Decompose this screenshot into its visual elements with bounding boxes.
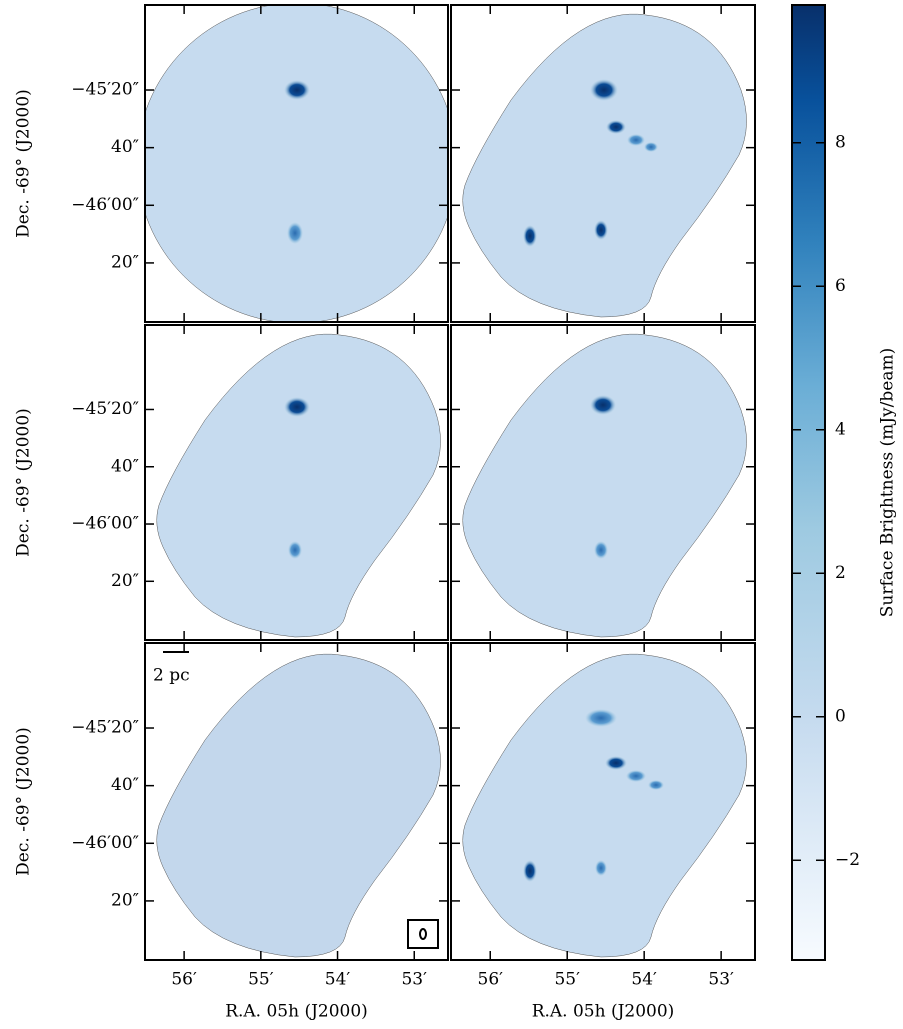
image bbox=[462, 653, 747, 958]
image bbox=[156, 333, 441, 638]
footprint bbox=[156, 653, 441, 958]
x-tick-label: 53′ bbox=[401, 970, 427, 990]
source bbox=[284, 80, 310, 100]
footprint bbox=[462, 333, 747, 638]
colorbar-tick-label: 6 bbox=[835, 276, 846, 296]
x-tick-label: 54′ bbox=[325, 970, 351, 990]
source bbox=[595, 860, 607, 876]
panel-frame bbox=[144, 324, 449, 641]
beam bbox=[419, 928, 427, 940]
source bbox=[523, 860, 537, 882]
source bbox=[287, 222, 303, 244]
y-tick-label: −45′20″ bbox=[71, 80, 139, 100]
source bbox=[627, 134, 645, 146]
source bbox=[594, 220, 608, 240]
source bbox=[590, 395, 616, 415]
y-axis-label: Dec. -69° (J2000) bbox=[14, 89, 34, 238]
footprint bbox=[145, 5, 448, 322]
source bbox=[523, 225, 537, 247]
y-tick-label: 20″ bbox=[111, 571, 139, 591]
source bbox=[644, 142, 658, 152]
y-tick-label: −46′00″ bbox=[71, 833, 139, 853]
beam-box bbox=[407, 919, 439, 949]
footprint bbox=[462, 653, 747, 958]
panel-frame bbox=[144, 4, 449, 323]
x-axis-label: R.A. 05h (J2000) bbox=[532, 1002, 675, 1022]
colorbar bbox=[791, 4, 826, 961]
source bbox=[284, 397, 310, 417]
footprint bbox=[156, 333, 441, 638]
panel bbox=[450, 324, 756, 641]
panel bbox=[144, 324, 449, 641]
y-tick-label: 20″ bbox=[111, 890, 139, 910]
y-axis-label: Dec. -69° (J2000) bbox=[14, 727, 34, 876]
panel-frame bbox=[450, 642, 756, 961]
panel-frame bbox=[450, 4, 756, 323]
x-tick-label: 55′ bbox=[248, 970, 274, 990]
image bbox=[156, 653, 441, 958]
panel bbox=[144, 642, 449, 961]
panel-frame bbox=[144, 642, 449, 961]
source bbox=[606, 120, 626, 134]
source bbox=[626, 770, 646, 782]
x-tick-label: 54′ bbox=[631, 970, 657, 990]
y-tick-label: −45′20″ bbox=[71, 718, 139, 738]
x-tick-label: 53′ bbox=[708, 970, 734, 990]
panel-frame bbox=[450, 324, 756, 641]
panel bbox=[144, 4, 449, 323]
x-tick-label: 56′ bbox=[171, 970, 197, 990]
footprint bbox=[462, 13, 747, 318]
y-tick-label: 40″ bbox=[111, 137, 139, 157]
image bbox=[462, 13, 747, 318]
y-tick-label: 40″ bbox=[111, 456, 139, 476]
image bbox=[462, 333, 747, 638]
annotation: 2 pc bbox=[153, 666, 190, 686]
source bbox=[585, 709, 617, 727]
source bbox=[605, 756, 627, 770]
y-axis-label: Dec. -69° (J2000) bbox=[14, 408, 34, 557]
x-tick-label: 56′ bbox=[478, 970, 504, 990]
image bbox=[145, 5, 448, 322]
colorbar-tick-label: −2 bbox=[835, 850, 860, 870]
colorbar-label: Surface Brightness (mJy/beam) bbox=[878, 348, 898, 617]
source bbox=[590, 79, 618, 101]
colorbar-tick-label: 0 bbox=[835, 706, 846, 726]
source bbox=[648, 780, 664, 790]
panel bbox=[450, 642, 756, 961]
y-tick-label: −46′00″ bbox=[71, 514, 139, 534]
colorbar-tick-label: 2 bbox=[835, 563, 846, 583]
source bbox=[288, 541, 302, 559]
x-axis-label: R.A. 05h (J2000) bbox=[225, 1002, 368, 1022]
y-tick-label: −45′20″ bbox=[71, 399, 139, 419]
panel bbox=[450, 4, 756, 323]
y-tick-label: 20″ bbox=[111, 252, 139, 272]
colorbar-tick-label: 8 bbox=[835, 132, 846, 152]
x-tick-label: 55′ bbox=[554, 970, 580, 990]
y-tick-label: −46′00″ bbox=[71, 195, 139, 215]
colorbar-tick-label: 4 bbox=[835, 419, 846, 439]
y-tick-label: 40″ bbox=[111, 775, 139, 795]
source bbox=[594, 541, 608, 559]
